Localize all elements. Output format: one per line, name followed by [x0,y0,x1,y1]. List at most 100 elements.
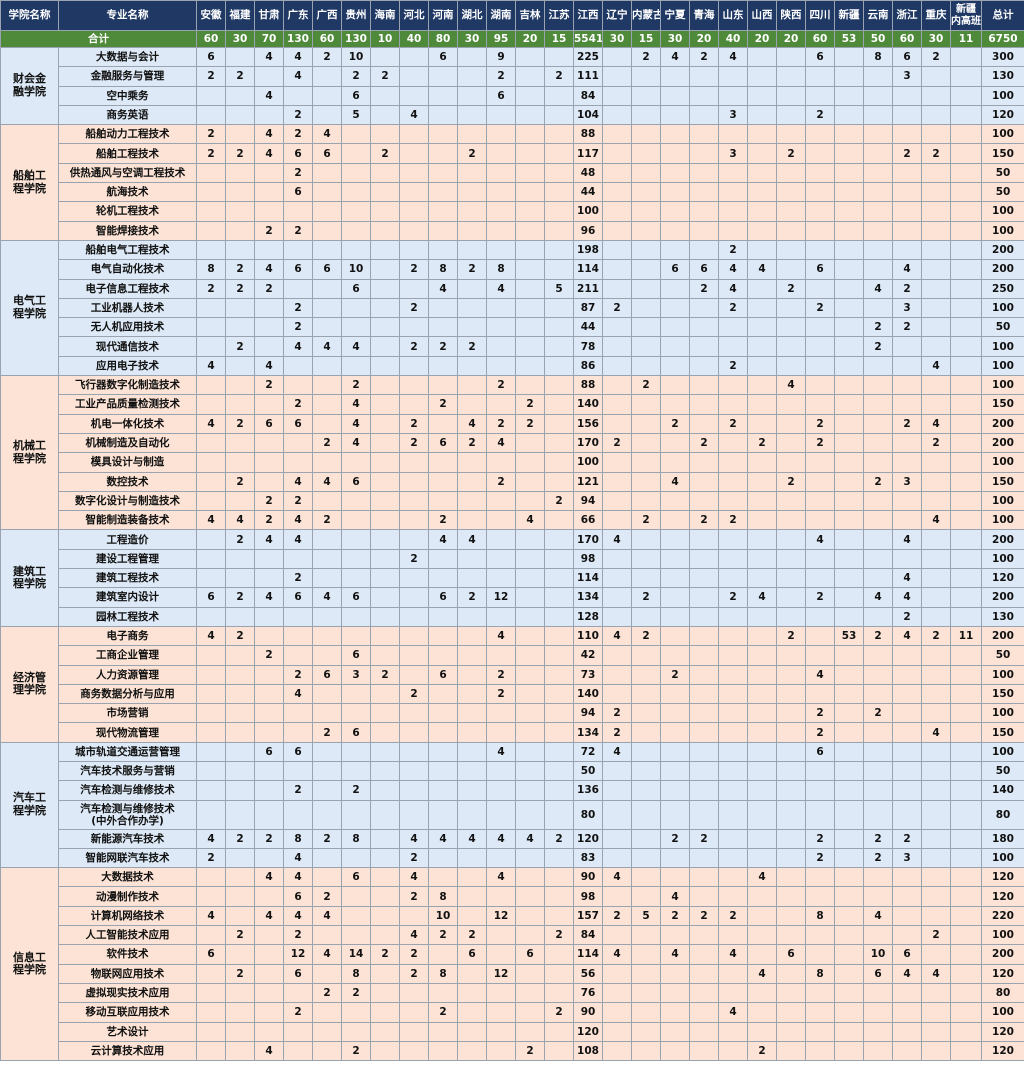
quota-cell [776,664,806,685]
quota-cell [863,529,893,550]
quota-cell [399,606,429,627]
quota-cell: 10 [863,944,893,965]
quota-cell [747,336,777,357]
quota-cell [660,925,690,946]
major-name: 智能制造装备技术 [58,510,197,531]
quota-cell [254,982,284,1004]
quota-cell [921,741,951,762]
major-row: 空中乘务 4 6 6 84 100 [1,85,1024,106]
quota-cell [689,182,719,203]
quota-cell [196,452,226,473]
quota-cell [544,867,574,888]
quota-cell: 4 [254,85,284,106]
major-name: 商务英语 [58,104,197,126]
quota-cell [515,239,545,261]
quota-cell [225,182,255,203]
quota-cell [457,162,487,184]
quota-cell [776,905,806,927]
quota-cell [457,201,487,222]
quota-cell [631,413,661,434]
quota-cell [718,201,748,222]
quota-cell [689,568,719,589]
quota-cell [689,104,719,126]
quota-cell [689,925,719,946]
major-row: 汽车检测与维修技术 2 2 136 140 [1,780,1024,801]
major-name: 市场营销 [58,703,197,724]
quota-cell [834,722,864,743]
major-name: 云计算技术应用 [58,1040,197,1062]
quota-cell: 2 [486,471,516,492]
quota-cell [196,606,226,627]
quota-cell: 2 [283,104,313,126]
quota-cell: 220 [981,905,1024,927]
quota-cell: 2 [544,1002,574,1023]
quota-cell [457,46,487,68]
quota-cell [834,66,864,87]
quota-cell [312,201,342,222]
quota-cell: 2 [631,375,661,396]
quota-cell [312,760,342,782]
quota-cell [399,375,429,396]
quota-cell [602,925,632,946]
quota-cell [196,182,226,203]
quota-cell: 4 [312,124,342,145]
quota-cell: 2 [196,847,226,869]
total-cell: 80 [428,30,458,48]
quota-cell: 4 [892,259,922,280]
quota-cell [921,982,951,1004]
quota-cell [254,760,284,782]
quota-cell [370,1002,400,1023]
quota-cell: 140 [573,683,603,705]
quota-cell [863,867,893,888]
major-name: 人工智能技术应用 [58,925,197,946]
quota-cell: 100 [981,452,1024,473]
quota-cell: 2 [544,925,574,946]
quota-cell [776,1040,806,1062]
quota-cell [399,703,429,724]
quota-cell [370,683,400,705]
quota-cell: 6 [515,944,545,965]
quota-cell [834,886,864,907]
quota-cell: 50 [573,760,603,782]
quota-cell [515,963,545,984]
quota-cell [283,85,313,106]
quota-cell [283,278,313,299]
quota-cell [602,982,632,1004]
quota-cell [718,336,748,357]
quota-cell [428,606,458,627]
quota-cell [747,722,777,743]
quota-cell [950,529,982,550]
quota-cell: 2 [921,925,951,946]
quota-cell [370,905,400,927]
quota-cell [776,490,806,512]
quota-cell: 2 [863,847,893,869]
quota-cell: 53 [834,625,864,647]
quota-cell: 80 [981,799,1024,830]
quota-cell [747,85,777,106]
quota-cell [196,1002,226,1023]
quota-cell [892,1021,922,1042]
quota-cell [370,963,400,984]
quota-cell: 4 [660,944,690,965]
quota-cell [254,182,284,203]
quota-cell [399,471,429,492]
quota-cell: 2 [486,413,516,434]
total-cell: 15 [544,30,574,48]
quota-cell: 2 [660,905,690,927]
quota-cell [486,220,516,241]
quota-cell [834,394,864,415]
major-row: 汽车技术服务与营销 50 50 [1,760,1024,782]
quota-cell [805,490,835,512]
quota-cell: 12 [486,963,516,984]
quota-cell [341,162,371,184]
quota-cell [225,741,255,762]
quota-cell [486,703,516,724]
quota-cell: 2 [863,317,893,338]
quota-cell [834,963,864,984]
quota-cell [399,162,429,184]
quota-cell [544,944,574,965]
quota-cell [631,259,661,280]
quota-cell: 4 [863,587,893,608]
quota-cell [950,963,982,984]
major-name: 汽车检测与维修技术 [58,780,197,801]
